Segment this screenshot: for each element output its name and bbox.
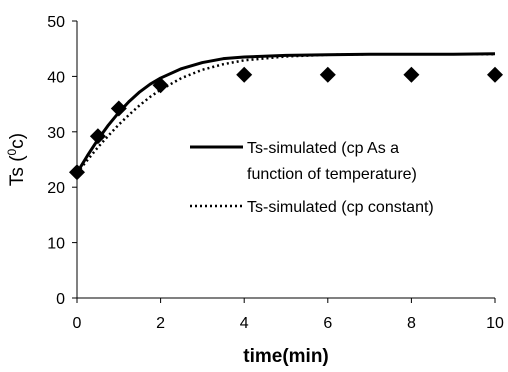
data-point-marker — [319, 66, 336, 83]
series-line-cp-function — [75, 52, 496, 174]
y-tick-label: 20 — [47, 180, 65, 197]
axes — [76, 21, 495, 299]
y-tick-label: 50 — [47, 14, 65, 31]
y-tick-label: 10 — [47, 236, 65, 253]
legend-label-cp-constant: Ts-simulated (cp constant) — [247, 199, 434, 216]
x-tick-label: 10 — [486, 315, 504, 332]
x-tick-label: 2 — [156, 315, 165, 332]
legend-label-cp-function: Ts-simulated (cp As a — [247, 140, 399, 157]
data-point-marker — [89, 128, 106, 145]
x-tick-label: 8 — [407, 315, 416, 332]
y-axis-title: Ts (0c) — [5, 133, 28, 186]
data-point-marker — [403, 66, 420, 83]
plot-area — [69, 52, 503, 181]
x-tick-label: 0 — [73, 315, 82, 332]
data-point-marker — [487, 66, 503, 83]
legend-label-cp-function: function of temperature) — [247, 166, 417, 183]
data-point-marker — [110, 100, 127, 117]
y-tick-label: 30 — [47, 125, 65, 142]
y-tick-label: 40 — [47, 69, 65, 86]
y-tick-label: 0 — [56, 291, 65, 308]
data-point-marker — [152, 77, 169, 94]
x-tick-label: 4 — [240, 315, 249, 332]
data-point-marker — [236, 66, 253, 83]
legend: Ts-simulated (cp As a function of tempera… — [190, 140, 434, 216]
data-point-marker — [69, 164, 85, 181]
x-axis-title: time(min) — [243, 346, 329, 367]
x-tick-label: 6 — [323, 315, 332, 332]
ticks: 0 10 20 30 40 50 0 2 4 6 8 10 — [47, 14, 504, 332]
